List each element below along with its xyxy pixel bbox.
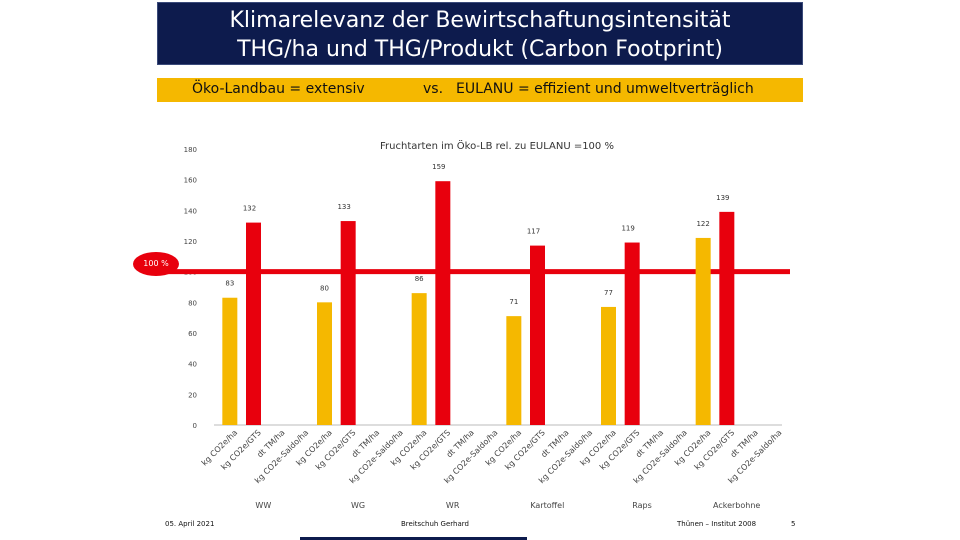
bar-wr-gts xyxy=(435,181,451,425)
subtitle-left: Öko-Landbau = extensiv xyxy=(192,81,365,97)
y-tick-label: 140 xyxy=(184,207,197,215)
subtitle-right: EULANU = effizient und umweltverträglich xyxy=(456,81,754,97)
data-label: 133 xyxy=(337,203,350,211)
data-label: 132 xyxy=(243,205,256,213)
data-label: 71 xyxy=(509,298,518,306)
bar-kartoffel-gts xyxy=(530,245,545,425)
y-tick-label: 40 xyxy=(188,361,197,369)
data-label: 83 xyxy=(225,280,234,288)
reference-badge: 100 % xyxy=(133,252,179,276)
group-label-ww: WW xyxy=(255,501,271,510)
bar-wg-ha xyxy=(317,302,332,425)
footer-institute: Thünen – Institut 2008 xyxy=(677,520,757,528)
title-line-1: Klimarelevanz der Bewirtschaftungsintens… xyxy=(229,8,731,33)
data-label: 80 xyxy=(320,284,329,292)
subtitle-vs: vs. xyxy=(423,81,444,97)
group-label-ackerbohne: Ackerbohne xyxy=(713,501,760,510)
subtitle-bar: Öko-Landbau = extensiv vs. EULANU = effi… xyxy=(157,78,803,102)
bar-ww-ha xyxy=(222,297,238,425)
data-label: 117 xyxy=(527,228,540,236)
group-label-kartoffel: Kartoffel xyxy=(530,501,564,510)
bar-wr-ha xyxy=(411,293,427,425)
group-label-wr: WR xyxy=(446,501,460,510)
group-label-wg: WG xyxy=(351,501,365,510)
y-tick-label: 60 xyxy=(188,330,197,338)
group-label-raps: Raps xyxy=(632,501,652,510)
y-tick-label: 160 xyxy=(184,177,197,185)
bar-raps-ha xyxy=(601,306,616,425)
bar-raps-gts xyxy=(624,242,640,425)
y-tick-label: 20 xyxy=(188,391,197,399)
bar-ackerbohne-ha xyxy=(695,237,711,425)
footer-date: 05. April 2021 xyxy=(165,520,215,528)
bar-ackerbohne-gts xyxy=(719,211,735,425)
y-tick-label: 0 xyxy=(193,422,197,430)
slide-title: Klimarelevanz der Bewirtschaftungsintens… xyxy=(157,2,803,65)
chart-title: Fruchtarten im Öko-LB rel. zu EULANU =10… xyxy=(380,139,614,152)
title-line-2: THG/ha und THG/Produkt (Carbon Footprint… xyxy=(237,37,723,62)
footer-rule xyxy=(300,537,527,540)
data-label: 139 xyxy=(716,194,729,202)
data-label: 86 xyxy=(415,275,424,283)
data-label: 159 xyxy=(432,163,445,171)
data-label: 122 xyxy=(696,220,709,228)
footer-author: Breitschuh Gerhard xyxy=(401,520,469,528)
page-number: 5 xyxy=(791,520,796,528)
data-label: 77 xyxy=(604,289,613,297)
data-label: 119 xyxy=(621,225,634,233)
bar-ww-gts xyxy=(246,222,261,425)
y-tick-label: 120 xyxy=(184,238,197,246)
bar-kartoffel-ha xyxy=(506,316,522,425)
y-tick-label: 80 xyxy=(188,299,197,307)
y-tick-label: 180 xyxy=(184,146,197,154)
bar-wg-gts xyxy=(340,221,356,425)
